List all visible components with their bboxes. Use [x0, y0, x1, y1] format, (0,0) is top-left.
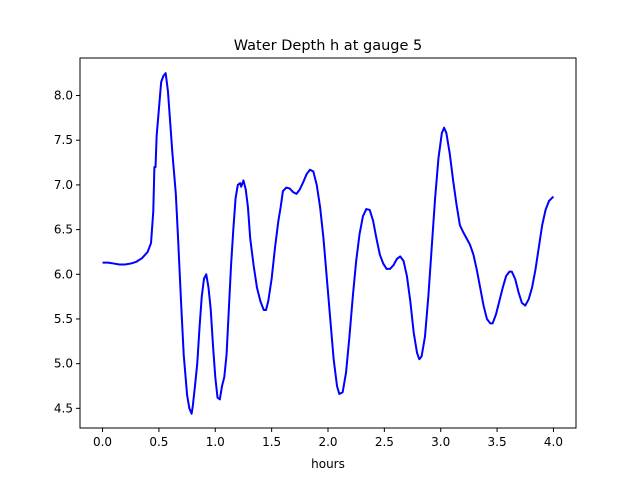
x-tick-label: 0.5: [149, 435, 168, 449]
y-tick-label: 4.5: [54, 401, 73, 415]
y-tick-label: 5.5: [54, 312, 73, 326]
series-line: [102, 72, 555, 415]
x-tick-label: 1.0: [206, 435, 225, 449]
x-tick-label: 0.0: [93, 435, 112, 449]
x-tick-label: 3.0: [431, 435, 450, 449]
y-tick-label: 5.0: [54, 357, 73, 371]
x-tick-label: 1.5: [262, 435, 281, 449]
x-tick-label: 3.5: [488, 435, 507, 449]
y-tick-label: 7.5: [54, 133, 73, 147]
x-tick-label: 2.0: [318, 435, 337, 449]
y-tick-label: 6.0: [54, 267, 73, 281]
x-tick-label: 2.5: [375, 435, 394, 449]
y-tick-label: 7.0: [54, 178, 73, 192]
y-axis: 4.5 5.0 5.5 6.0 6.5 7.0 7.5 8.0: [54, 89, 80, 415]
y-tick-label: 8.0: [54, 89, 73, 103]
x-axis-label: hours: [311, 457, 345, 471]
y-tick-label: 6.5: [54, 223, 73, 237]
x-tick-label: 4.0: [544, 435, 563, 449]
chart-title: Water Depth h at gauge 5: [234, 38, 422, 54]
x-axis: 0.0 0.5 1.0 1.5 2.0 2.5 3.0 3.5 4.0: [93, 428, 563, 449]
